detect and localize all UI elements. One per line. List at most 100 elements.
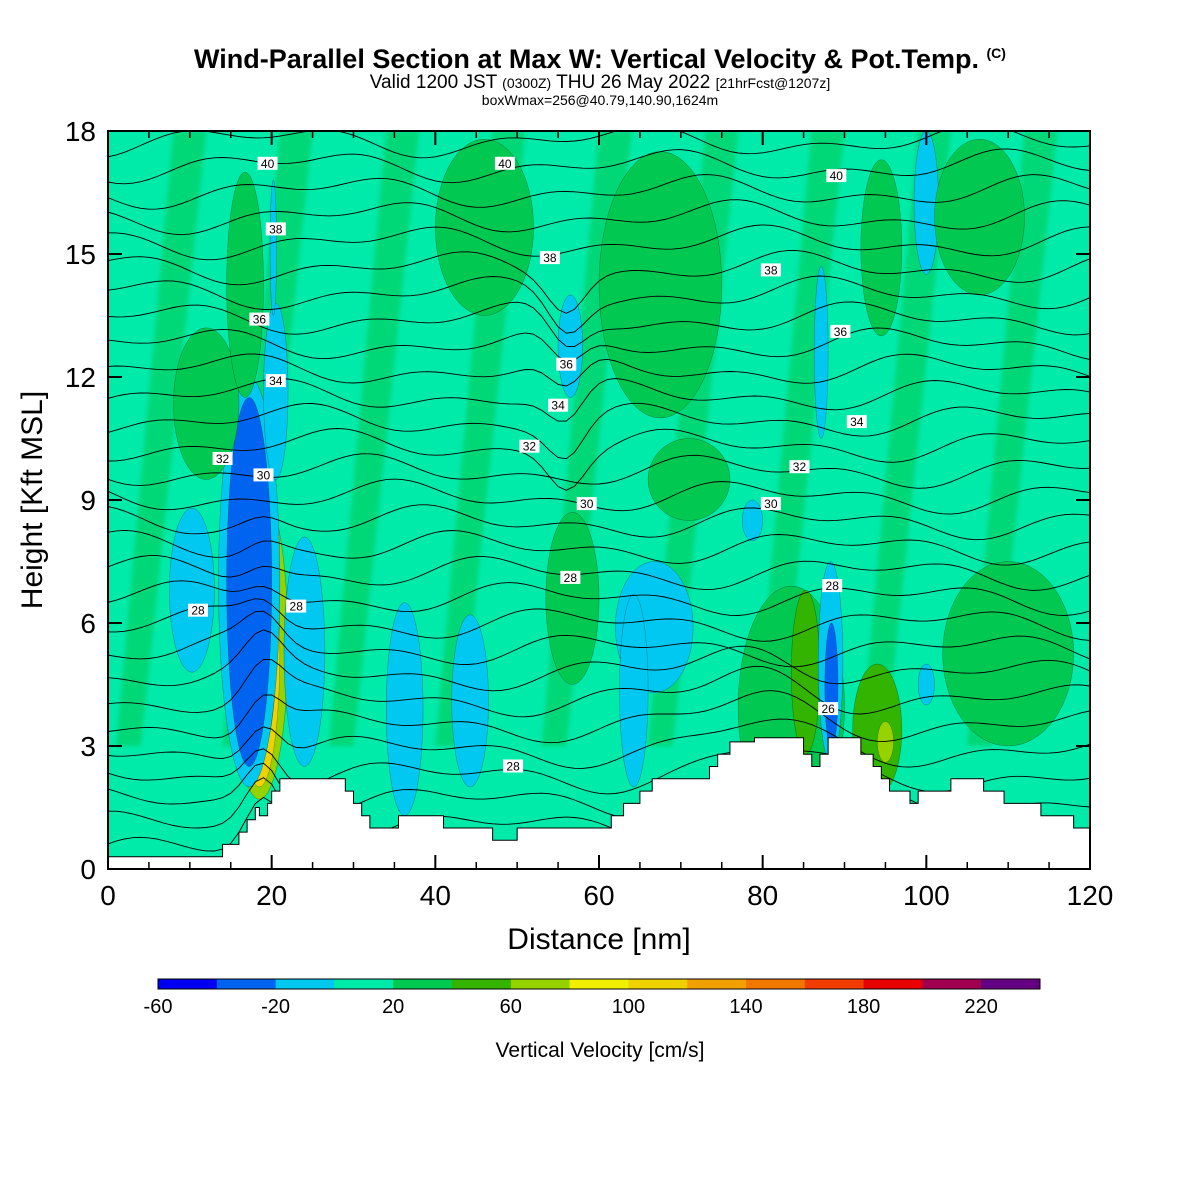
isentrope-line	[108, 504, 1090, 541]
isentrope-label-text: 36	[560, 358, 574, 372]
x-axis-title: Distance [nm]	[507, 923, 690, 956]
colorbar-swatch	[275, 979, 335, 989]
isentrope-label: 40	[494, 156, 515, 171]
y-axis-title: Height [Kft MSL]	[16, 391, 49, 609]
velocity-cell	[283, 536, 326, 767]
isentrope-line	[108, 580, 1090, 616]
isentrope-label-text: 28	[564, 571, 578, 585]
isentrope-label-text: 36	[253, 313, 267, 327]
isentrope-label-text: 32	[523, 440, 537, 454]
isentrope-label: 34	[846, 415, 867, 429]
x-tick-label: 80	[747, 880, 778, 911]
isentrope-label-text: 34	[551, 399, 565, 413]
y-tick-label: 6	[80, 608, 96, 639]
isentrope-line	[108, 275, 1090, 334]
isentrope-label-text: 40	[498, 157, 512, 171]
isentrope-line	[108, 598, 1090, 642]
isentrope-label: 28	[286, 599, 307, 614]
wave-band	[116, 131, 207, 746]
isentrope-label-text: 30	[764, 497, 778, 511]
velocity-cell	[263, 303, 289, 480]
colorbar-swatch	[746, 979, 806, 989]
isentrope-line	[108, 555, 1090, 591]
forecast-info: [21hrFcst@1207z]	[715, 75, 831, 91]
box-max-line: boxWmax=256@40.79,140.90,1624m	[0, 92, 1200, 108]
valid-date: THU 26 May 2022	[556, 72, 711, 93]
velocity-cell	[173, 327, 240, 480]
x-tick-label: 40	[420, 880, 451, 911]
isentrope-label: 38	[539, 251, 560, 265]
isentrope-line	[108, 353, 1090, 387]
isentrope-line	[108, 428, 1090, 491]
velocity-cell	[791, 590, 821, 755]
isentrope-label-text: 28	[826, 579, 840, 593]
x-tick-label: 0	[100, 880, 116, 911]
isentrope-label-text: 28	[506, 760, 520, 774]
velocity-cell	[226, 397, 272, 767]
colorbar-tick-label: 180	[847, 996, 880, 1018]
velocity-cell	[435, 139, 534, 316]
colorbar-swatch	[158, 979, 218, 989]
y-tick-label: 15	[65, 239, 96, 270]
isentrope-label-text: 30	[257, 468, 271, 482]
chart-title-text: Wind-Parallel Section at Max W: Vertical…	[194, 44, 979, 74]
colorbar-tick-label: 20	[382, 996, 404, 1018]
isentrope-label: 34	[265, 374, 286, 388]
isentrope-line	[108, 199, 1090, 236]
isentrope-label: 36	[249, 312, 270, 327]
velocity-cell	[386, 602, 424, 816]
terrain-mask	[108, 737, 1090, 869]
isentrope-label-text: 30	[580, 497, 594, 511]
isentrope-label: 30	[253, 468, 274, 482]
y-tick-label: 18	[65, 116, 96, 147]
x-tick-label: 60	[583, 880, 614, 911]
colorbar-tick-label: 220	[965, 996, 998, 1018]
plot-area: 40 40 40 38 38 38 36 36 36 34 34 34 32 32 32 30 30 30 28 28…	[108, 131, 1090, 869]
wave-band	[328, 131, 419, 746]
velocity-cell	[917, 663, 935, 706]
isentrope-line	[108, 529, 1090, 566]
isentrope-line	[108, 249, 1090, 314]
isentrope-label: 32	[789, 460, 810, 474]
isentrope-label-text: 32	[216, 452, 230, 466]
isentrope-label: 38	[760, 263, 781, 277]
isentrope-label-text: 40	[830, 169, 844, 183]
isentrope-label-text: 38	[543, 251, 557, 265]
colorbar-swatch	[510, 979, 571, 989]
isentrope-line	[108, 629, 1090, 692]
isentrope-label: 30	[760, 497, 781, 511]
isentrope-line	[108, 478, 1090, 515]
isentrope-line	[108, 658, 1090, 718]
colorbar-swatch	[393, 979, 453, 989]
x-tick-label: 20	[256, 880, 287, 911]
box-max-text: boxWmax=256@40.79,140.90,1624m	[481, 92, 719, 108]
isentrope-label: 32	[212, 452, 233, 466]
velocity-cell	[647, 438, 731, 521]
isentrope-label: 38	[265, 222, 286, 236]
velocity-cell	[598, 151, 722, 419]
colorbar-tick-label: 140	[729, 996, 762, 1018]
isentrope-label-text: 26	[821, 702, 835, 716]
isentrope-label: 28	[188, 603, 209, 618]
isentrope-label-text: 34	[269, 374, 283, 388]
isentrope-line	[108, 690, 1090, 744]
velocity-cell	[269, 180, 277, 316]
velocity-cell	[877, 721, 894, 763]
isentrope-label-text: 38	[764, 263, 778, 277]
colorbar-tick-label: 60	[500, 996, 522, 1018]
velocity-cell	[742, 499, 763, 542]
isentrope-label-text: 40	[261, 157, 275, 171]
isentrope-label-text: 28	[290, 600, 304, 614]
colorbar-frame	[157, 978, 1041, 990]
isentrope-label: 36	[556, 357, 577, 372]
x-tick-label: 100	[903, 880, 950, 911]
isentrope-line	[108, 327, 1090, 362]
colorbar-swatch	[569, 979, 629, 989]
isentrope-label-text: 38	[269, 222, 283, 236]
isentrope-label-text: 36	[834, 325, 848, 339]
isentrope-label: 40	[826, 169, 847, 183]
valid-time-line: Valid 1200 JST (0300Z) THU 26 May 2022 […	[0, 72, 1200, 94]
velocity-cell	[451, 614, 489, 788]
isentrope-label: 34	[548, 398, 569, 413]
colorbar-tick-label: -60	[144, 996, 173, 1018]
